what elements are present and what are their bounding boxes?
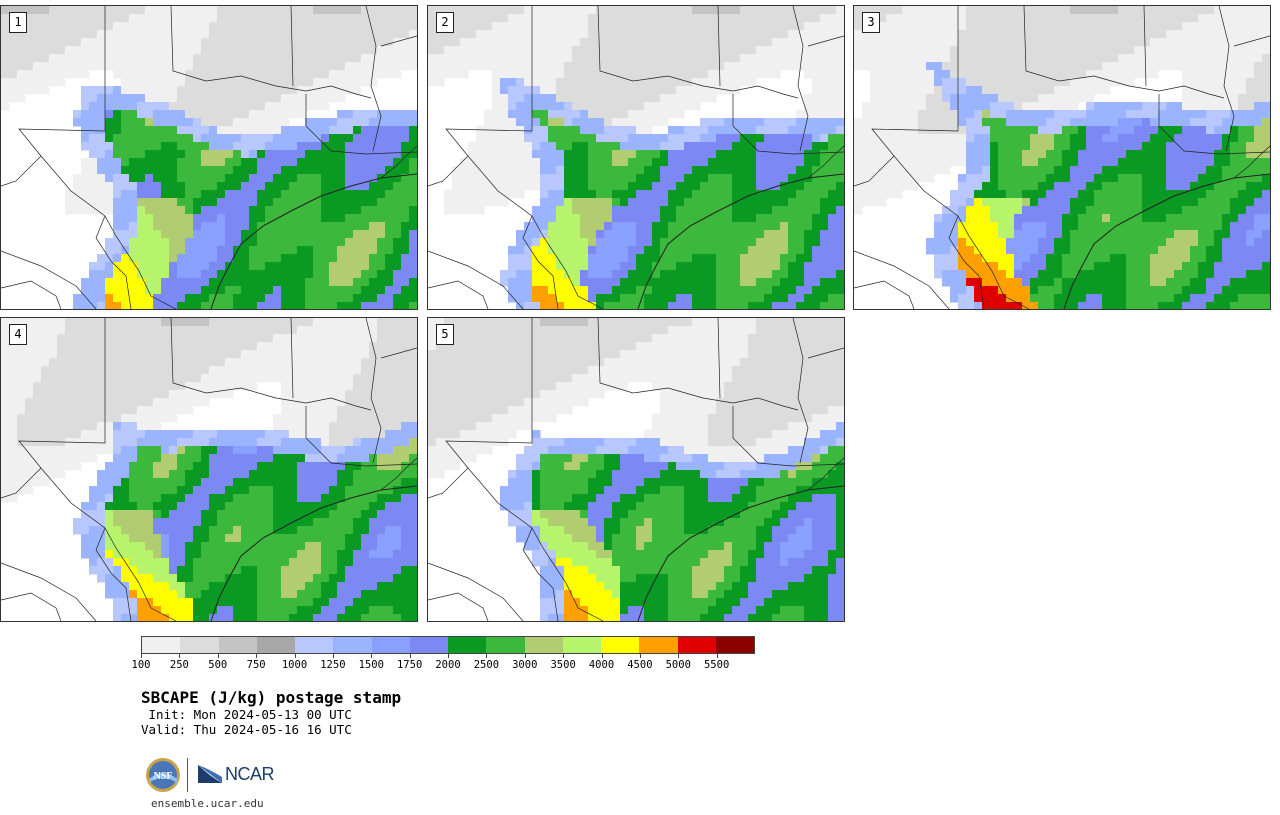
colorbar-tick-label: 2000 <box>435 659 461 671</box>
colorbar-tick <box>294 654 296 658</box>
colorbar-tick-label: 100 <box>131 659 151 671</box>
colorbar-tick <box>409 654 411 658</box>
colorbar-tick <box>217 654 219 658</box>
colorbar-swatch <box>524 637 563 653</box>
colorbar-tick-label: 2500 <box>473 659 500 671</box>
colorbar-tick-label: 3500 <box>550 659 576 671</box>
colorbar-tick-label: 4000 <box>588 659 615 671</box>
valid-time: Valid: Thu 2024-05-16 16 UTC <box>141 722 352 737</box>
colorbar-tick-label: 3000 <box>512 659 538 671</box>
map-panel: 1 <box>0 5 418 310</box>
panel-number: 1 <box>9 12 27 33</box>
colorbar-tick-label: 5000 <box>665 659 691 671</box>
colorbar-tick-label: 250 <box>169 659 189 671</box>
sbcape-map <box>1 318 417 621</box>
colorbar-tick-label: 1500 <box>358 659 384 671</box>
colorbar-ticks: 100 250 500 750 1000 1250 1500 1750 2000 2500 3000… <box>132 654 755 674</box>
colorbar-tick <box>371 654 373 658</box>
colorbar-swatch <box>639 637 678 653</box>
colorbar-tick <box>486 654 488 658</box>
website-text: ensemble.ucar.edu <box>151 797 264 810</box>
panel-number: 3 <box>862 12 880 33</box>
colorbar-tick-label: 5500 <box>703 659 730 671</box>
ncar-logo: NCAR <box>197 762 275 786</box>
colorbar-tick <box>179 654 181 658</box>
chart-title: SBCAPE (J/kg) postage stamp <box>141 688 402 707</box>
colorbar-tick <box>256 654 258 658</box>
logo-divider <box>187 758 188 792</box>
map-panel: 4 <box>0 317 418 622</box>
colorbar-swatch <box>562 637 601 653</box>
init-time: Init: Mon 2024-05-13 00 UTC <box>141 707 352 722</box>
colorbar-tick <box>639 654 641 658</box>
colorbar-tick-label: 1750 <box>396 659 423 671</box>
map-panel: 2 <box>427 5 845 310</box>
colorbar-swatch <box>295 637 334 653</box>
map-panel: 3 <box>853 5 1271 310</box>
colorbar-swatch <box>333 637 372 653</box>
colorbar-swatch <box>677 637 716 653</box>
colorbar-tick-label: 1000 <box>281 659 308 671</box>
colorbar-tick <box>601 654 603 658</box>
colorbar-swatch <box>371 637 410 653</box>
colorbar-tick-label: 500 <box>208 659 228 671</box>
colorbar-swatch <box>715 637 754 653</box>
colorbar-swatch <box>142 637 181 653</box>
colorbar-tick <box>141 654 142 658</box>
colorbar-swatch <box>256 637 295 653</box>
sbcape-map <box>428 6 844 309</box>
ncar-swoosh-icon <box>198 765 222 783</box>
colorbar-tick <box>563 654 565 658</box>
map-panel: 5 <box>427 317 845 622</box>
colorbar-swatch <box>448 637 487 653</box>
colorbar-swatch <box>486 637 525 653</box>
colorbar-tick-label: 1250 <box>320 659 346 671</box>
colorbar-swatch <box>218 637 257 653</box>
colorbar-tick <box>678 654 680 658</box>
panel-number: 2 <box>436 12 454 33</box>
panel-number: 4 <box>9 324 27 345</box>
ncar-logo-text: NCAR <box>225 763 275 784</box>
sbcape-map <box>1 6 417 309</box>
colorbar-swatch <box>409 637 448 653</box>
panel-number: 5 <box>436 324 454 345</box>
colorbar-swatch <box>601 637 640 653</box>
sbcape-map <box>854 6 1270 309</box>
sbcape-map <box>428 318 844 621</box>
colorbar <box>141 636 755 654</box>
colorbar-tick-label: 4500 <box>627 659 653 671</box>
colorbar-tick-label: 750 <box>246 659 266 671</box>
colorbar-swatch <box>180 637 219 653</box>
colorbar-tick <box>716 654 718 658</box>
nsf-logo: NSF <box>146 758 180 792</box>
nsf-logo-text: NSF <box>154 771 173 782</box>
colorbar-tick <box>524 654 526 658</box>
colorbar-tick <box>448 654 449 658</box>
colorbar-tick <box>332 654 334 658</box>
